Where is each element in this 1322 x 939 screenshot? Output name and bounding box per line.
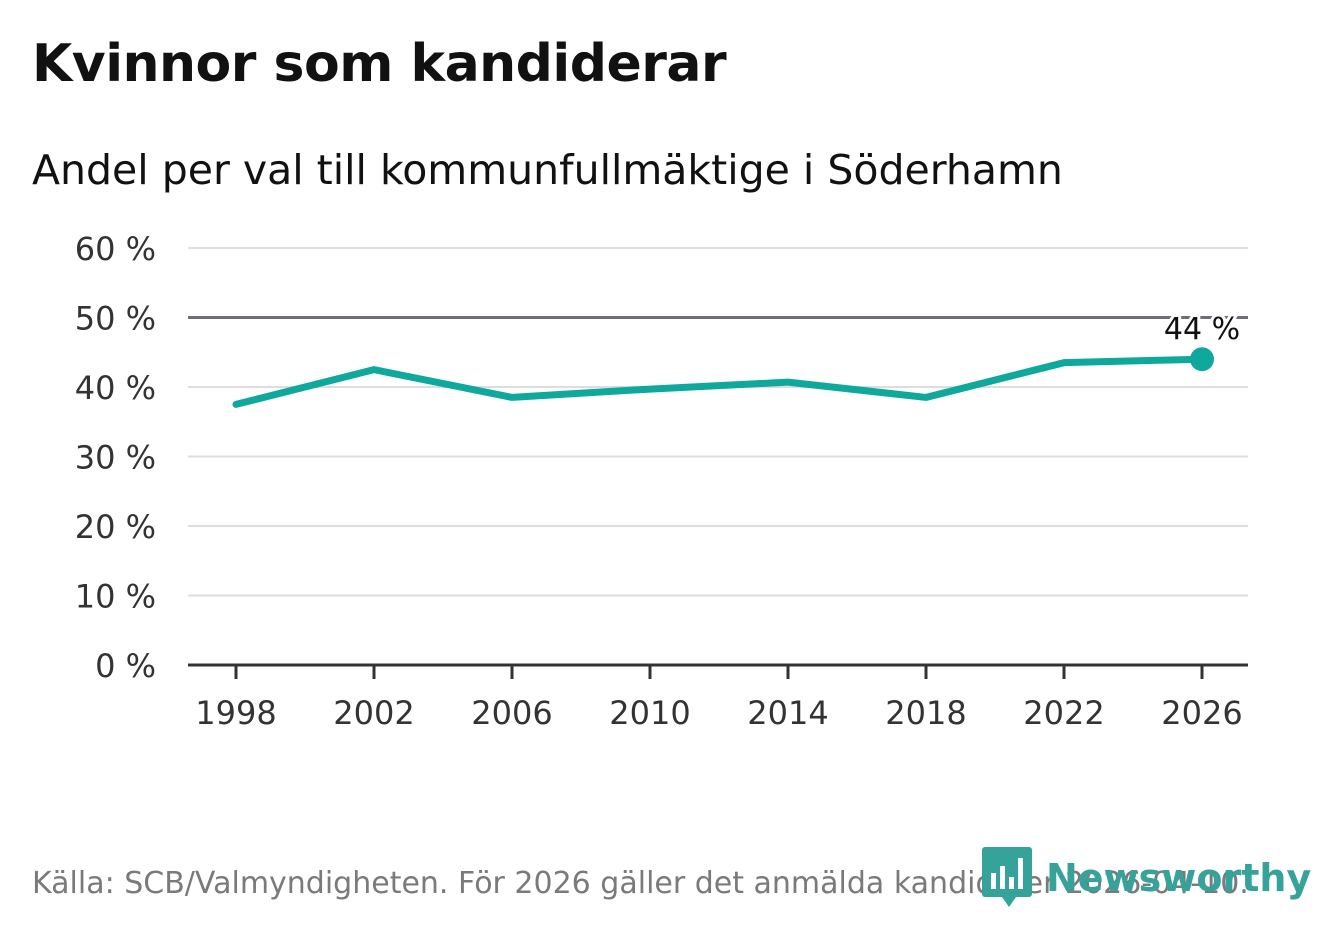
line-chart: 0 % 10 % 20 % 30 % 40 % 50 % 60 % 1998 2002 2006 2… (75, 230, 1248, 732)
brand-name: Newsworthy (1046, 856, 1312, 900)
x-tick-label: 2014 (747, 694, 828, 732)
y-tick-label: 40 % (75, 369, 156, 407)
x-tick-label: 2026 (1161, 694, 1242, 732)
series-line-andel-kvinnor (232, 355, 1206, 408)
chart-title: Kvinnor som kandiderar (32, 34, 727, 94)
x-tick-label: 2010 (609, 694, 690, 732)
y-tick-label: 0 % (95, 647, 156, 685)
end-point-2026 (1190, 347, 1214, 372)
brand-logo: Newsworthy (982, 847, 1311, 909)
x-tick-label: 1998 (195, 694, 276, 732)
source-note: Källa: SCB/Valmyndigheten. För 2026 gäll… (32, 866, 1249, 901)
x-tick-label: 2018 (885, 694, 966, 732)
newsworthy-logo-icon (982, 847, 1032, 907)
y-tick-label: 20 % (75, 508, 156, 546)
y-tick-label: 50 % (75, 300, 156, 338)
y-tick-label: 30 % (75, 439, 156, 477)
x-tick-label: 2002 (333, 694, 414, 732)
y-tick-label: 10 % (75, 578, 156, 616)
chart-subtitle: Andel per val till kommunfullmäktige i S… (32, 146, 1063, 194)
y-tick-label: 60 % (75, 230, 156, 268)
end-value-label: 44 % (1164, 312, 1240, 347)
x-tick-label: 2022 (1023, 694, 1104, 732)
x-tick-label: 2006 (471, 694, 552, 732)
